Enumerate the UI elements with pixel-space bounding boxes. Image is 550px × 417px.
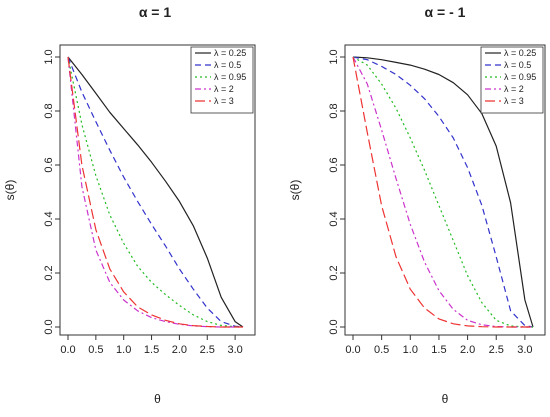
legend-entry: λ = 0.95 [504, 72, 536, 82]
x-tick-label: 1.5 [144, 344, 159, 356]
x-tick-label: 1.0 [403, 344, 418, 356]
x-tick-label: 2.5 [200, 344, 215, 356]
y-tick-label: 0.4 [43, 211, 55, 226]
legend-entry: λ = 0.5 [504, 60, 531, 70]
x-tick-label: 2.5 [489, 344, 504, 356]
plot-frame [344, 44, 546, 336]
legend-entry: λ = 0.5 [214, 60, 241, 70]
y-axis-label: s(θ) [288, 180, 302, 201]
y-tick-label: 0.2 [328, 265, 340, 280]
y-tick-label: 0.8 [328, 103, 340, 118]
x-tick-label: 0.0 [345, 344, 360, 356]
series-line-2 [67, 56, 244, 328]
x-tick-label: 0.5 [88, 344, 103, 356]
legend-entry: λ = 0.25 [214, 48, 246, 58]
chart-title: α = 1 [139, 4, 172, 20]
y-axis-label: s(θ) [3, 180, 17, 201]
y-tick-label: 0.0 [43, 319, 55, 334]
series-line-3 [352, 56, 533, 328]
y-tick-label: 0.8 [43, 103, 55, 118]
y-tick-label: 0.4 [328, 211, 340, 226]
x-tick-label: 3.0 [517, 344, 532, 356]
x-tick-label: 3.0 [227, 344, 242, 356]
x-tick-label: 2.0 [172, 344, 187, 356]
x-tick-label: 2.0 [460, 344, 475, 356]
x-tick-label: 0.5 [374, 344, 389, 356]
series-line-1 [352, 56, 534, 328]
legend-box [480, 46, 544, 114]
legend-box [190, 46, 254, 114]
chart-panel-2: α = - 1 0.0 0.2 0.4 0.6 0.8 1.0 0.0 0.5 1.0 1.5 2.0… [288, 4, 546, 406]
series-line-5 [352, 56, 533, 328]
legend-entry: λ = 3 [504, 96, 524, 106]
legend-entry: λ = 2 [214, 84, 234, 94]
chart-panel-1: α = 1 0.0 0.2 0.4 0.6 0.8 1.0 0.0 0.5 1.0 1.5 2.0 2.… [3, 4, 256, 406]
y-tick-label: 0.6 [328, 157, 340, 172]
y-tick-label: 1.0 [43, 49, 55, 64]
series-line-5 [67, 56, 243, 328]
x-tick-label: 0.0 [60, 344, 75, 356]
series-line-4 [67, 56, 243, 328]
series-line-1 [67, 56, 244, 328]
legend-entry: λ = 0.95 [214, 72, 246, 82]
y-tick-label: 0.0 [328, 319, 340, 334]
legend-entry: λ = 3 [214, 96, 234, 106]
plot-frame [59, 44, 256, 336]
x-tick-label: 1.5 [431, 344, 446, 356]
x-tick-label: 1.0 [116, 344, 131, 356]
x-axis-label: θ [442, 392, 449, 406]
chart-title: α = - 1 [425, 4, 466, 20]
x-axis-label: θ [154, 392, 161, 406]
legend-entry: λ = 0.25 [504, 48, 536, 58]
y-tick-label: 0.2 [43, 265, 55, 280]
y-tick-label: 1.0 [328, 49, 340, 64]
y-tick-label: 0.6 [43, 157, 55, 172]
series-line-2 [352, 56, 534, 328]
legend-entry: λ = 2 [504, 84, 524, 94]
